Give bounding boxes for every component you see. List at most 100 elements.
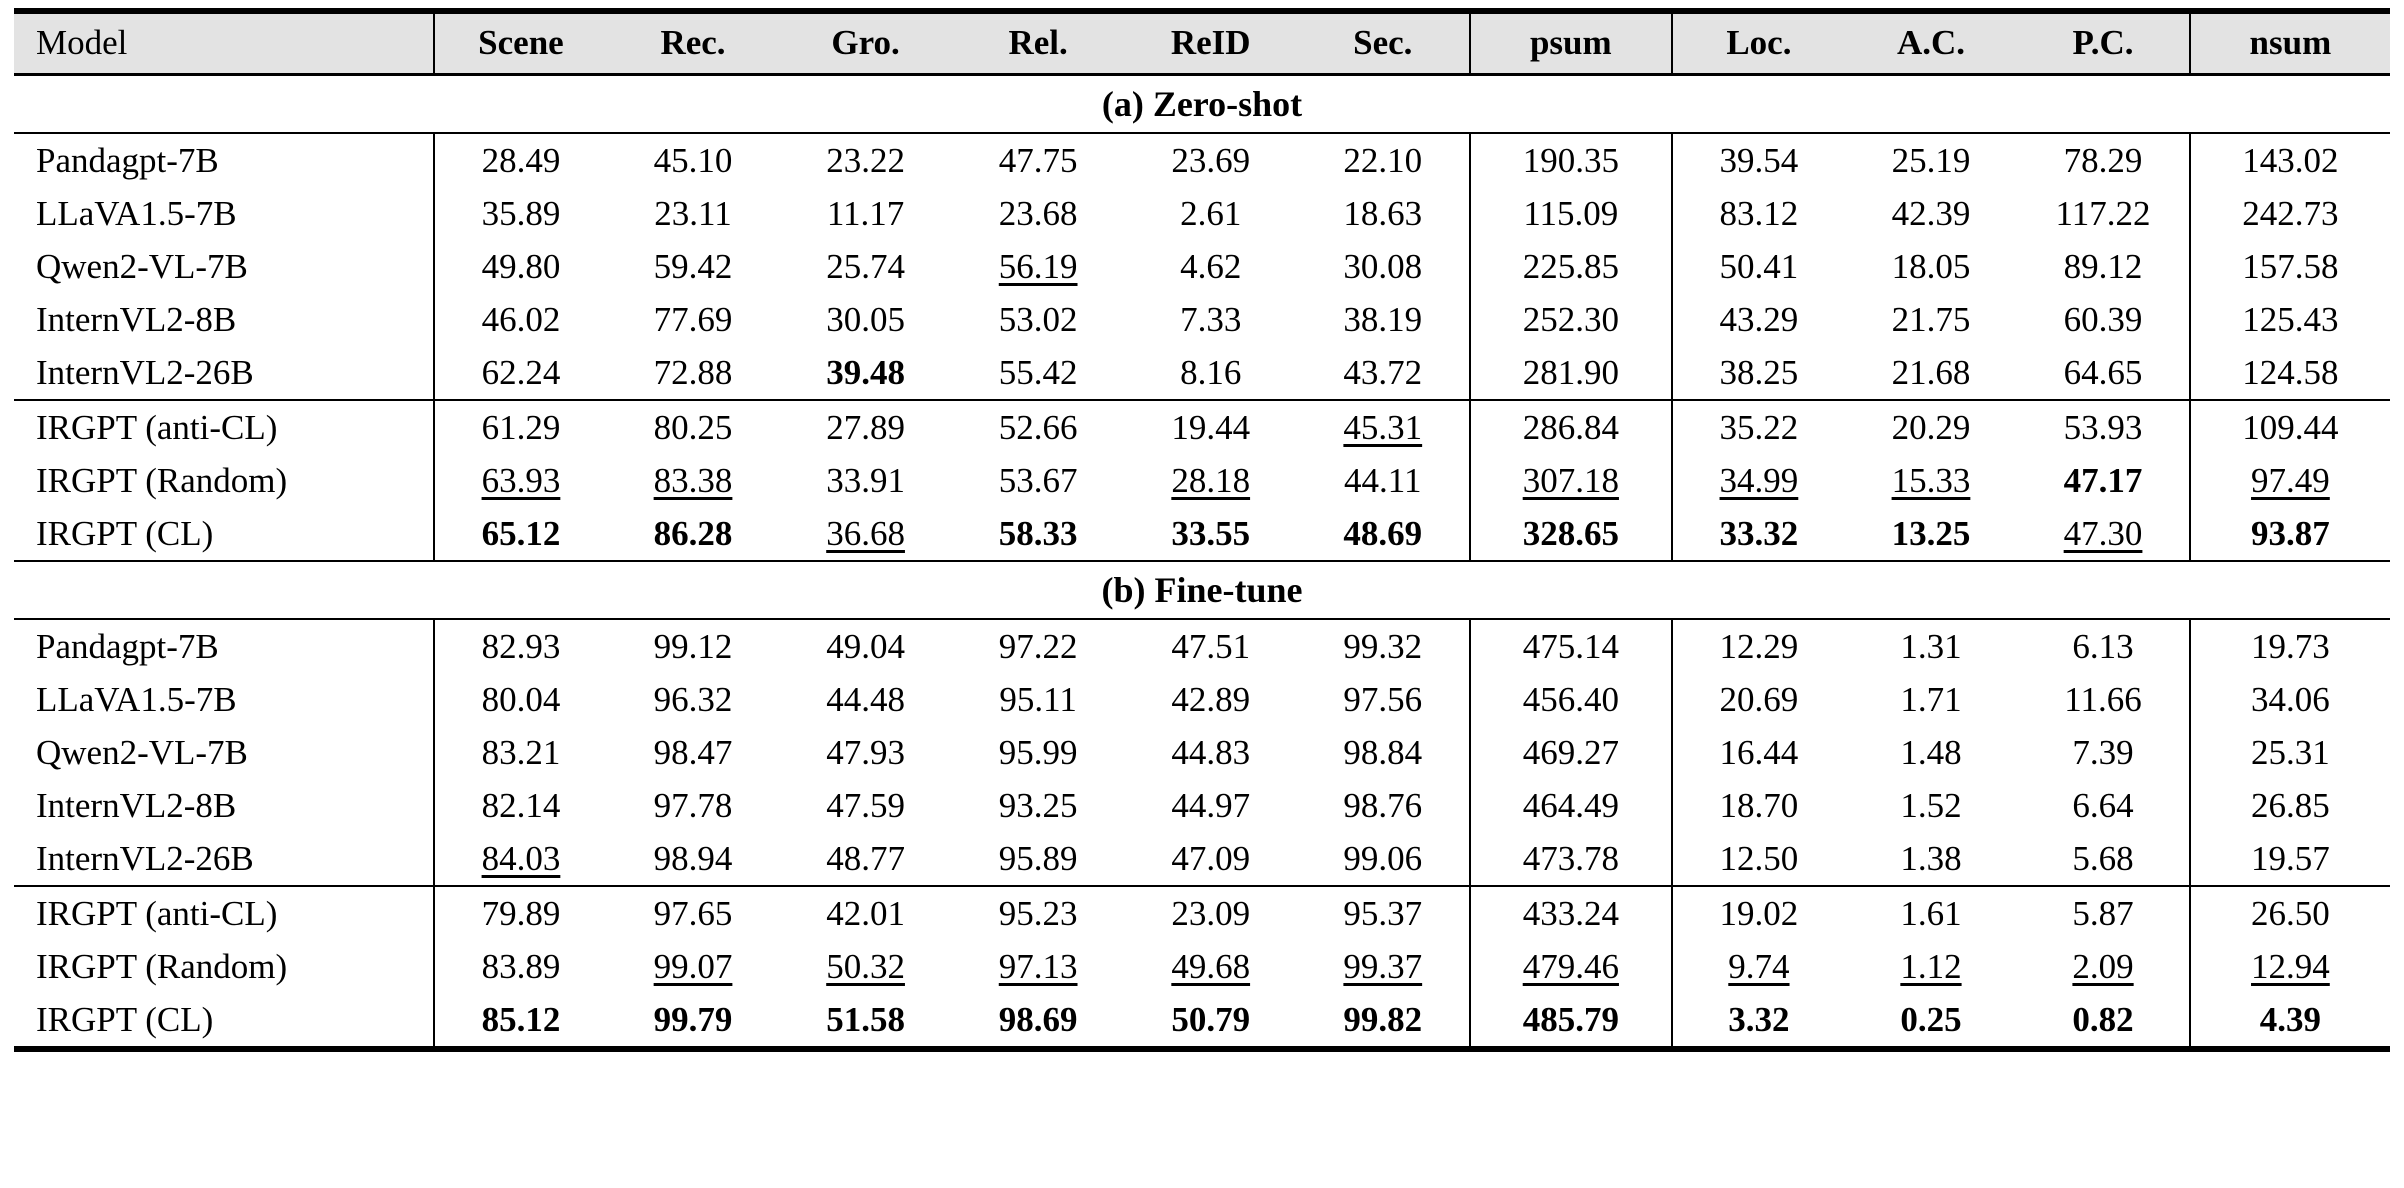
value-text: 98.76	[1343, 786, 1423, 825]
value-cell-psum: 473.78	[1468, 832, 1673, 886]
value-cell-rec: 99.12	[607, 620, 780, 673]
value-text: 39.48	[826, 353, 905, 392]
value-text: 0.25	[1900, 1000, 1962, 1039]
column-header-scene: Scene	[433, 14, 607, 75]
value-text: 109.44	[2242, 408, 2339, 447]
value-cell-sec: 18.63	[1297, 187, 1470, 240]
value-cell-pc: 78.29	[2017, 134, 2190, 187]
value-text: 6.64	[2072, 786, 2134, 825]
value-cell-scene: 28.49	[433, 134, 607, 187]
value-text: 51.58	[826, 1000, 905, 1039]
value-text: 85.12	[481, 1000, 561, 1039]
value-cell-rec: 86.28	[607, 507, 780, 561]
value-cell-reid: 28.18	[1124, 454, 1297, 507]
value-text: 1.71	[1900, 680, 1962, 719]
value-cell-ac: 1.12	[1845, 940, 2018, 993]
value-text: 23.22	[826, 141, 905, 180]
value-text: 98.69	[998, 1000, 1078, 1039]
value-cell-scene: 49.80	[433, 240, 607, 293]
column-header-reid: ReID	[1124, 14, 1297, 75]
value-cell-ac: 1.52	[1845, 779, 2018, 832]
value-text: 93.87	[2251, 514, 2330, 553]
value-cell-rec: 99.79	[607, 993, 780, 1049]
value-text: 475.14	[1522, 627, 1619, 666]
value-text: 53.67	[998, 461, 1078, 500]
value-text: 26.50	[2251, 894, 2330, 933]
value-text: 38.25	[1719, 353, 1799, 392]
value-cell-nsum: 157.58	[2188, 240, 2390, 293]
model-name-cell: LLaVA1.5-7B	[36, 194, 237, 233]
value-cell-sec: 30.08	[1297, 240, 1470, 293]
value-cell-rel: 52.66	[952, 401, 1125, 454]
value-text: 48.69	[1343, 514, 1423, 553]
value-text: 23.11	[654, 194, 732, 233]
value-text: 83.12	[1719, 194, 1799, 233]
value-cell-psum: 456.40	[1468, 673, 1673, 726]
value-cell-rec: 80.25	[607, 401, 780, 454]
value-cell-loc: 12.50	[1671, 832, 1845, 886]
value-cell-scene: 63.93	[433, 454, 607, 507]
value-cell-pc: 5.68	[2017, 832, 2190, 886]
value-cell-psum: 286.84	[1468, 401, 1673, 454]
value-text: 78.29	[2063, 141, 2143, 180]
column-header-loc: Loc.	[1671, 14, 1845, 75]
value-cell-gro: 51.58	[779, 993, 952, 1049]
value-text: 96.32	[653, 680, 733, 719]
value-cell-nsum: 19.57	[2188, 832, 2390, 886]
value-cell-sec: 95.37	[1297, 887, 1470, 940]
value-cell-sec: 99.37	[1297, 940, 1470, 993]
value-cell-psum: 469.27	[1468, 726, 1673, 779]
value-cell-rec: 96.32	[607, 673, 780, 726]
value-cell-nsum: 19.73	[2188, 620, 2390, 673]
value-cell-rel: 47.75	[952, 134, 1125, 187]
value-text: 30.05	[826, 300, 905, 339]
table-row: IRGPT (CL) 65.12 86.28 36.68 58.33 33.55 48.69…	[14, 507, 2390, 561]
value-text: 61.29	[481, 408, 561, 447]
value-cell-loc: 33.32	[1671, 507, 1845, 561]
model-name-cell: IRGPT (CL)	[36, 1000, 214, 1039]
value-text: 97.22	[998, 627, 1078, 666]
value-cell-loc: 9.74	[1671, 940, 1845, 993]
value-cell-nsum: 26.50	[2188, 887, 2390, 940]
model-name-cell: Pandagpt-7B	[36, 141, 219, 180]
table-row: Qwen2-VL-7B 49.80 59.42 25.74 56.19 4.62 30.08…	[14, 240, 2390, 293]
value-text: 456.40	[1522, 680, 1619, 719]
table-row: Qwen2-VL-7B 83.21 98.47 47.93 95.99 44.83 98.8…	[14, 726, 2390, 779]
value-cell-rel: 53.67	[952, 454, 1125, 507]
value-text: 19.57	[2251, 839, 2330, 878]
value-cell-scene: 85.12	[433, 993, 607, 1049]
column-header-nsum: nsum	[2188, 14, 2390, 75]
value-text: 34.99	[1719, 461, 1799, 500]
value-text: 157.58	[2242, 247, 2339, 286]
value-text: 42.89	[1171, 680, 1251, 719]
value-cell-rel: 53.02	[952, 293, 1125, 346]
value-text: 82.93	[481, 627, 561, 666]
value-cell-gro: 27.89	[779, 401, 952, 454]
value-text: 98.94	[653, 839, 733, 878]
value-cell-scene: 80.04	[433, 673, 607, 726]
value-text: 47.93	[826, 733, 905, 772]
value-cell-ac: 0.25	[1845, 993, 2018, 1049]
value-cell-reid: 8.16	[1124, 346, 1297, 400]
value-text: 84.03	[481, 839, 561, 878]
value-text: 63.93	[481, 461, 561, 500]
value-cell-gro: 49.04	[779, 620, 952, 673]
value-text: 42.01	[826, 894, 905, 933]
model-name-cell: Qwen2-VL-7B	[36, 247, 248, 286]
table-row: IRGPT (Random) 83.89 99.07 50.32 97.13 49.68 9…	[14, 940, 2390, 993]
value-text: 18.63	[1343, 194, 1423, 233]
value-cell-sec: 98.76	[1297, 779, 1470, 832]
value-text: 77.69	[653, 300, 733, 339]
table-row: IRGPT (anti-CL) 61.29 80.25 27.89 52.66 19.44…	[14, 401, 2390, 454]
model-name-cell: IRGPT (anti-CL)	[36, 894, 278, 933]
value-cell-psum: 485.79	[1468, 993, 1673, 1049]
value-text: 93.25	[998, 786, 1078, 825]
value-text: 7.33	[1180, 300, 1242, 339]
value-cell-ac: 42.39	[1845, 187, 2018, 240]
value-text: 7.39	[2072, 733, 2134, 772]
value-text: 5.87	[2072, 894, 2134, 933]
value-cell-reid: 44.83	[1124, 726, 1297, 779]
value-text: 33.32	[1719, 514, 1799, 553]
value-cell-nsum: 242.73	[2188, 187, 2390, 240]
